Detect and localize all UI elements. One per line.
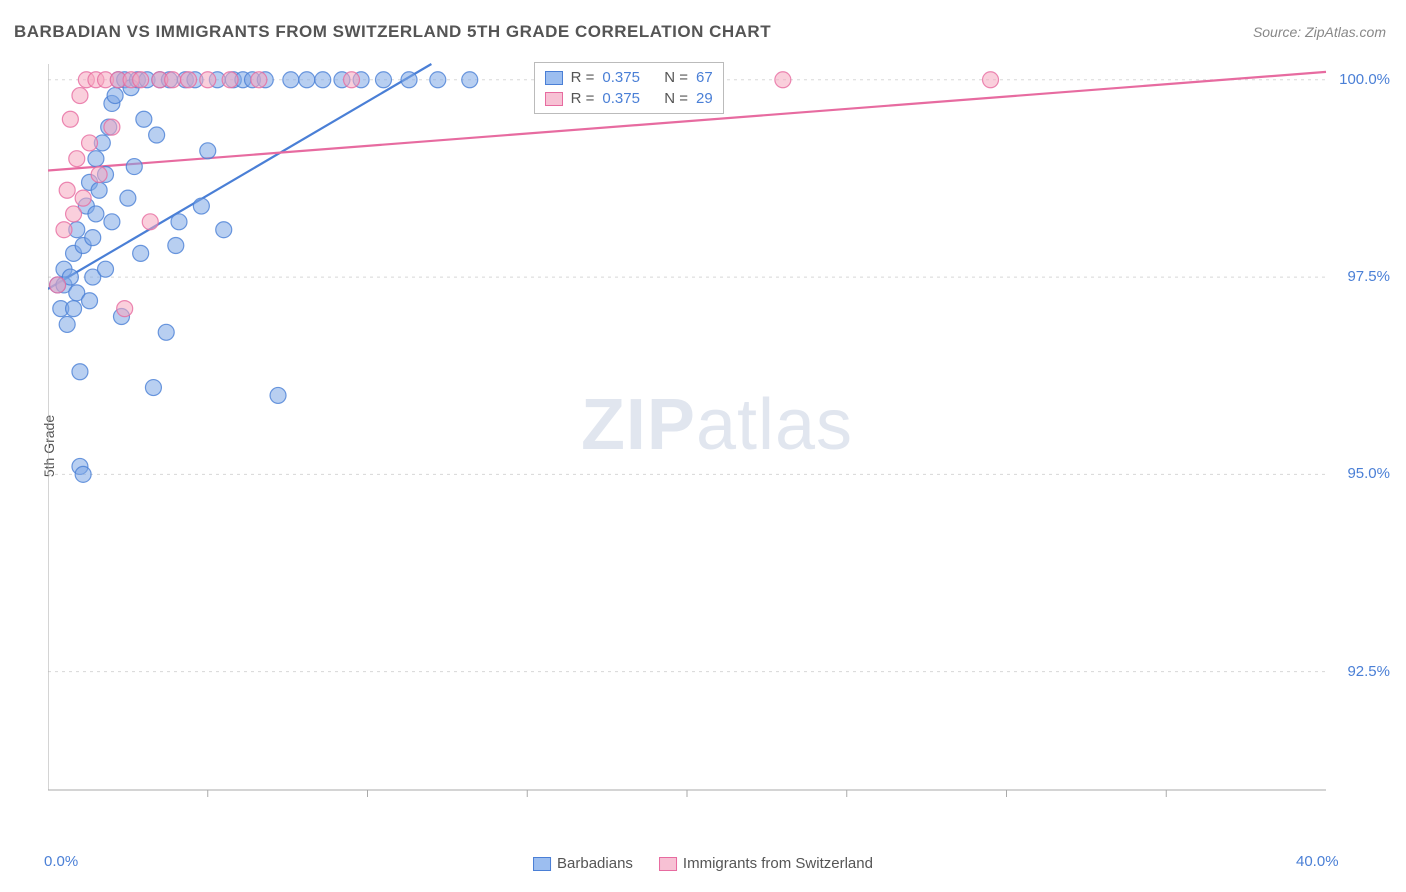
chart-title: BARBADIAN VS IMMIGRANTS FROM SWITZERLAND… <box>14 22 771 42</box>
legend-swatch <box>533 857 551 871</box>
legend-swatch <box>659 857 677 871</box>
legend-swatch <box>545 92 563 106</box>
correlation-legend: R =0.375 N =67R =0.375 N =29 <box>534 62 724 114</box>
y-tick-label: 97.5% <box>1347 268 1390 285</box>
chart-container: BARBADIAN VS IMMIGRANTS FROM SWITZERLAND… <box>0 0 1406 892</box>
y-tick-label: 92.5% <box>1347 663 1390 680</box>
legend-row: R =0.375 N =29 <box>545 88 713 109</box>
legend-swatch <box>545 71 563 85</box>
scatter-svg <box>48 60 1386 820</box>
legend-row: R =0.375 N =67 <box>545 67 713 88</box>
plot-area: ZIPatlas R =0.375 N =67R =0.375 N =29 <box>48 60 1386 820</box>
x-tick-label: 40.0% <box>1296 853 1339 870</box>
source-label: Source: ZipAtlas.com <box>1253 24 1386 40</box>
x-tick-label: 0.0% <box>44 853 78 870</box>
y-tick-label: 95.0% <box>1347 465 1390 482</box>
legend-item: Barbadians <box>533 855 633 872</box>
series-legend: Barbadians Immigrants from Switzerland <box>533 855 873 872</box>
legend-item: Immigrants from Switzerland <box>659 855 873 872</box>
y-tick-label: 100.0% <box>1339 71 1390 88</box>
